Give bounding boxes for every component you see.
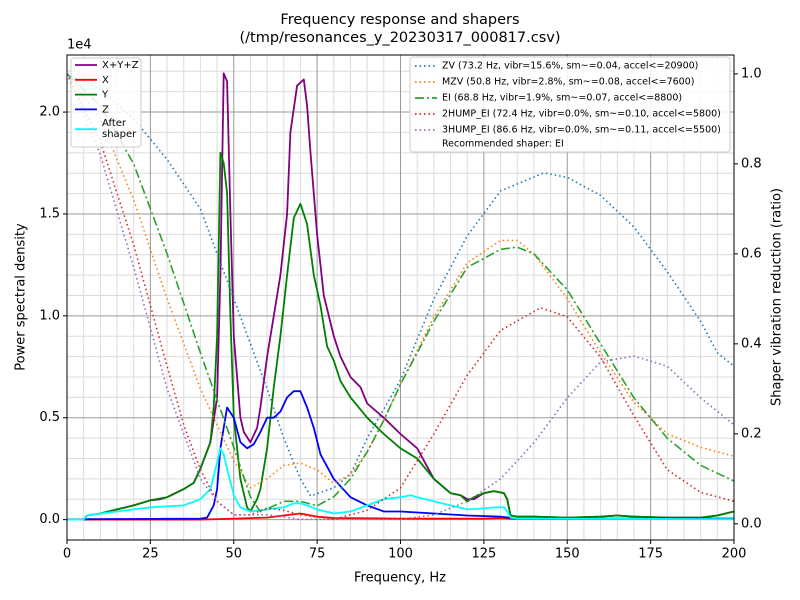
legend-label: ZV (73.2 Hz, vibr=15.6%, sm~=0.04, accel… bbox=[442, 61, 698, 72]
series-line bbox=[67, 151, 734, 521]
legend-label: EI (68.8 Hz, vibr=1.9%, sm~=0.07, accel<… bbox=[442, 93, 682, 104]
legend-label: 2HUMP_EI (72.4 Hz, vibr=0.0%, sm~=0.10, … bbox=[442, 109, 721, 120]
x-tick-label: 125 bbox=[471, 547, 496, 562]
y2-tick-label: 0.4 bbox=[741, 336, 762, 351]
y2-tick-label: 0.8 bbox=[741, 156, 762, 171]
legend-label: MZV (50.8 Hz, vibr=2.8%, sm~=0.08, accel… bbox=[442, 77, 694, 88]
y2-tick-label: 0.2 bbox=[741, 426, 762, 441]
x-tick-label: 200 bbox=[722, 547, 747, 562]
y-tick-label: 1.5 bbox=[39, 206, 60, 221]
chart-subtitle: (/tmp/resonances_y_20230317_000817.csv) bbox=[239, 30, 560, 46]
y-axis-label: Power spectral density bbox=[14, 223, 29, 371]
legend-label: 3HUMP_EI (86.6 Hz, vibr=0.0%, sm~=0.11, … bbox=[442, 125, 721, 136]
legend-label: After shaper bbox=[102, 118, 137, 141]
x-tick-label: 175 bbox=[638, 547, 663, 562]
y-offset-label: 1e4 bbox=[67, 38, 92, 53]
y2-axis-label: Shaper vibration reduction (ratio) bbox=[770, 188, 785, 406]
y-tick-label: 0.5 bbox=[39, 410, 60, 425]
legend-label-box: After shaper bbox=[102, 118, 137, 141]
series-line bbox=[67, 512, 734, 521]
plot-lines bbox=[67, 72, 734, 521]
legend-label: X bbox=[102, 75, 109, 86]
y-tick-label: 0.0 bbox=[39, 512, 60, 527]
series-line bbox=[67, 447, 734, 521]
axes-frame bbox=[66, 54, 735, 541]
x-tick-label: 0 bbox=[63, 547, 71, 562]
y2-tick-label: 0.0 bbox=[741, 516, 762, 531]
x-tick-label: 150 bbox=[555, 547, 580, 562]
legend-label: Y bbox=[101, 90, 109, 101]
x-tick-label: 50 bbox=[225, 547, 242, 562]
x-axis-label: Frequency, Hz bbox=[354, 571, 446, 586]
x-tick-label: 25 bbox=[142, 547, 159, 562]
x-tick-label: 100 bbox=[388, 547, 413, 562]
y2-tick-label: 1.0 bbox=[741, 66, 762, 81]
legend-label: X+Y+Z bbox=[102, 60, 139, 71]
legend-label: Z bbox=[102, 104, 109, 115]
x-tick-label: 75 bbox=[309, 547, 326, 562]
legend-box bbox=[409, 56, 731, 153]
series-line bbox=[67, 73, 734, 513]
chart-title: Frequency response and shapers bbox=[280, 12, 519, 28]
y2-tick-label: 0.6 bbox=[741, 246, 762, 261]
y-tick-label: 1.0 bbox=[39, 308, 60, 323]
legend-note: Recommended shaper: EI bbox=[442, 139, 564, 150]
y-tick-label: 2.0 bbox=[39, 105, 60, 120]
